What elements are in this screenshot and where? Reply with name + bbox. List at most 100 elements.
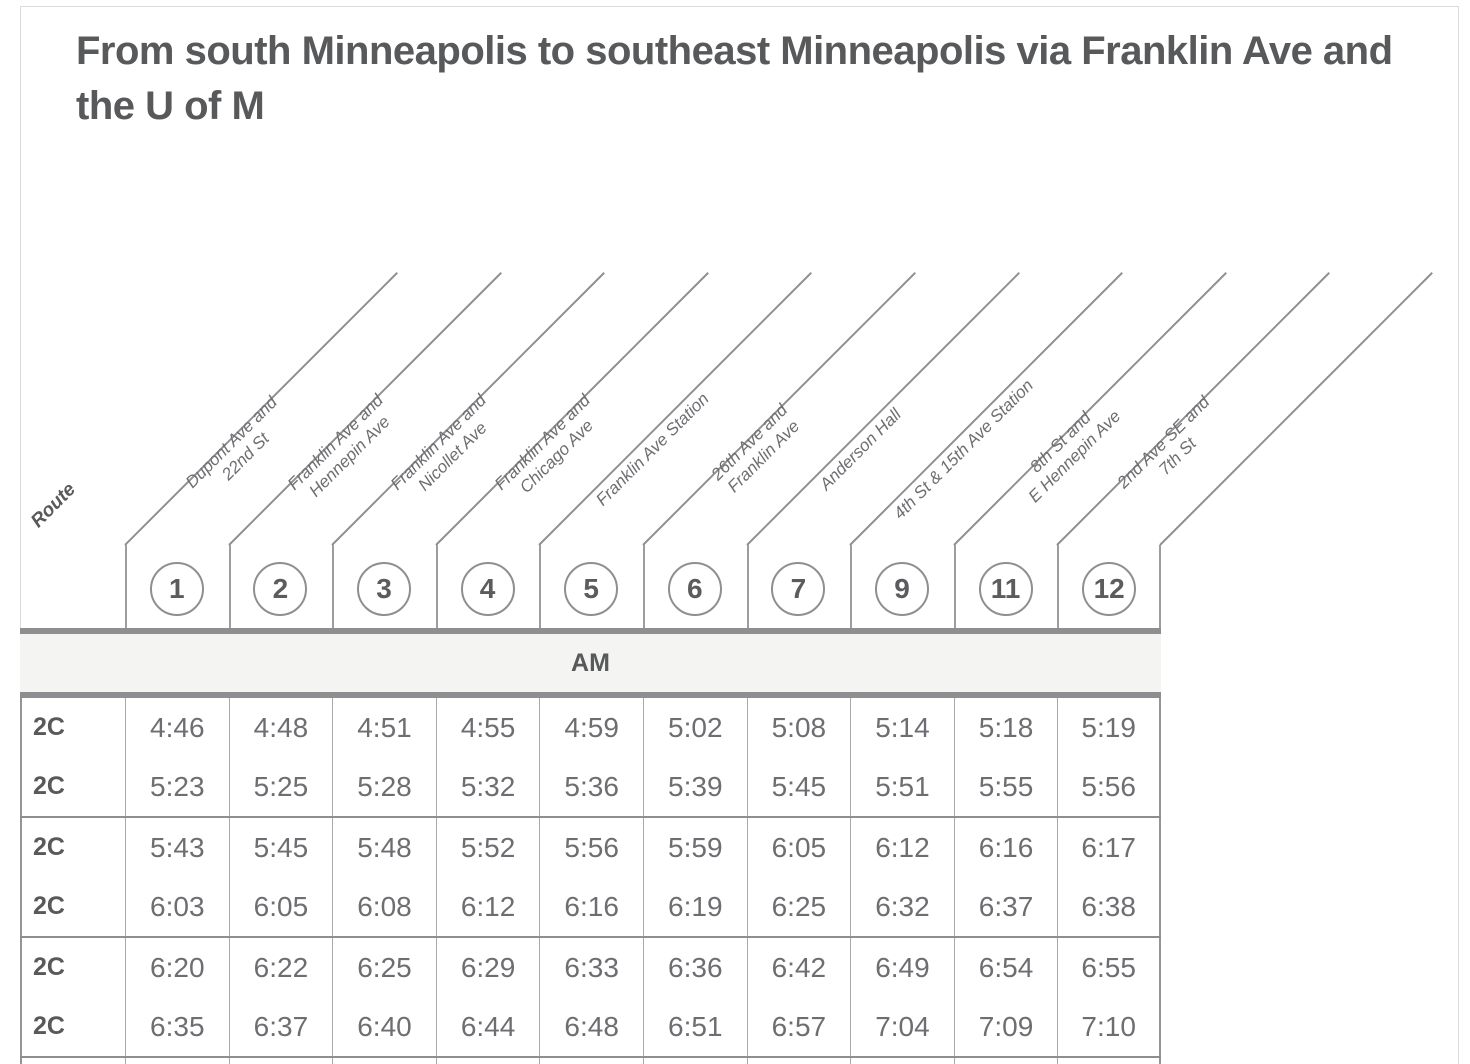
time-cell: 6:29 [435,938,540,997]
time-cell: 6:22 [228,938,333,997]
trip-row: 2C 6:35 6:37 6:40 6:44 6:48 6:51 6:57 7:04 7:09 7:… [20,997,1161,1056]
column-boundary-line [435,545,438,628]
time-cell: 6:16 [953,818,1058,877]
time-cell: 5:25 [228,757,333,816]
time-cell [125,1058,229,1064]
time-cell [746,1058,851,1064]
column-boundary-line [228,545,231,628]
time-cell: 4:59 [539,698,643,757]
time-cell: 5:23 [125,757,229,816]
trip-row: 2C 4:46 4:48 4:51 4:55 4:59 5:02 5:08 5:14 5:18 5:… [20,698,1161,757]
time-cell: 6:42 [746,938,851,997]
time-cell: 6:05 [746,818,851,877]
stop-number-badge: 3 [357,562,411,616]
trip-row: 2C 6:03 6:05 6:08 6:12 6:16 6:19 6:25 6:32 6:37 6:… [20,877,1161,936]
column-boundary-line [1057,545,1060,628]
route-cell: 2C [20,757,125,816]
trip-row: 2C 5:23 5:25 5:28 5:32 5:36 5:39 5:45 5:51 5:55 5:… [20,757,1161,816]
time-cell: 6:19 [642,877,747,936]
heavy-divider-bottom [20,692,1161,698]
column-boundary-line [643,545,645,628]
column-boundary-line [332,545,335,628]
time-cell: 6:03 [125,877,229,936]
schedule-card: From south Minneapolis to southeast Minn… [20,6,1459,1064]
time-cell: 6:20 [125,938,229,997]
trip-group: 2C 4:46 4:48 4:51 4:55 4:59 5:02 5:08 5:14 5:18 5:… [20,698,1161,818]
time-cell [1057,1058,1161,1064]
time-cell: 6:48 [539,997,643,1056]
trip-group: 2C 6:20 6:22 6:25 6:29 6:33 6:36 6:42 6:49 6:54 6:… [20,938,1161,1058]
column-boundary-line [953,545,956,628]
time-cell: 5:14 [850,698,954,757]
time-cell: 6:51 [642,997,747,1056]
time-cell [642,1058,747,1064]
column-boundary-line [539,545,542,628]
column-boundary-line [1159,545,1161,628]
stop-number-badge: 1 [149,562,204,616]
stop-number-badge: 4 [460,562,515,616]
time-cell: 5:43 [125,818,229,877]
route-cell: 2C [20,698,125,757]
heavy-divider-top [20,628,1161,634]
time-cell: 5:45 [228,818,333,877]
timetable-grid: 2C 4:46 4:48 4:51 4:55 4:59 5:02 5:08 5:14 5:18 5:… [20,698,1161,1064]
column-boundary-line [746,545,749,628]
time-cell [953,1058,1058,1064]
column-boundary-line [850,545,853,628]
time-cell: 6:36 [642,938,747,997]
time-cell: 4:55 [435,698,540,757]
time-cell: 5:48 [332,818,436,877]
time-cell: 4:48 [228,698,333,757]
time-cell: 7:10 [1057,997,1161,1056]
time-cell: 6:38 [1057,877,1161,936]
time-cell: 6:25 [746,877,851,936]
route-cell [20,1058,125,1064]
time-cell: 6:12 [850,818,954,877]
time-cell: 4:46 [125,698,229,757]
period-label: AM [571,648,610,677]
column-boundary-line [125,545,127,628]
time-cell: 5:51 [850,757,954,816]
stop-number-badge: 5 [564,562,619,616]
time-cell: 6:32 [850,877,954,936]
route-cell: 2C [20,997,125,1056]
time-cell [228,1058,333,1064]
time-cell: 5:32 [435,757,540,816]
time-cell: 5:56 [539,818,643,877]
time-cell: 5:39 [642,757,747,816]
time-cell: 5:56 [1057,757,1161,816]
time-cell: 4:51 [332,698,436,757]
period-band: AM [20,634,1161,692]
time-cell: 5:02 [642,698,747,757]
route-cell: 2C [20,818,125,877]
time-cell: 7:04 [850,997,954,1056]
time-cell: 6:37 [953,877,1058,936]
route-cell: 2C [20,938,125,997]
time-cell: 6:57 [746,997,851,1056]
time-cell [539,1058,643,1064]
time-cell [435,1058,540,1064]
time-cell: 5:52 [435,818,540,877]
trip-row [20,1058,1161,1064]
stop-number-badge: 7 [771,562,826,616]
time-cell: 5:08 [746,698,851,757]
time-cell: 6:44 [435,997,540,1056]
time-cell: 5:36 [539,757,643,816]
stop-number-badge: 11 [978,562,1033,616]
time-cell: 6:25 [332,938,436,997]
time-cell: 6:16 [539,877,643,936]
time-cell: 5:28 [332,757,436,816]
page-title: From south Minneapolis to southeast Minn… [76,29,1393,128]
time-cell: 5:59 [642,818,747,877]
time-cell: 6:17 [1057,818,1161,877]
time-cell [332,1058,436,1064]
trip-row: 2C 5:43 5:45 5:48 5:52 5:56 5:59 6:05 6:12 6:16 6:… [20,818,1161,877]
time-cell: 7:09 [953,997,1058,1056]
time-cell: 6:55 [1057,938,1161,997]
time-cell: 5:19 [1057,698,1161,757]
time-cell: 6:37 [228,997,333,1056]
time-cell: 6:40 [332,997,436,1056]
time-cell: 6:08 [332,877,436,936]
stop-number-badge: 9 [875,562,929,616]
time-cell: 6:35 [125,997,229,1056]
